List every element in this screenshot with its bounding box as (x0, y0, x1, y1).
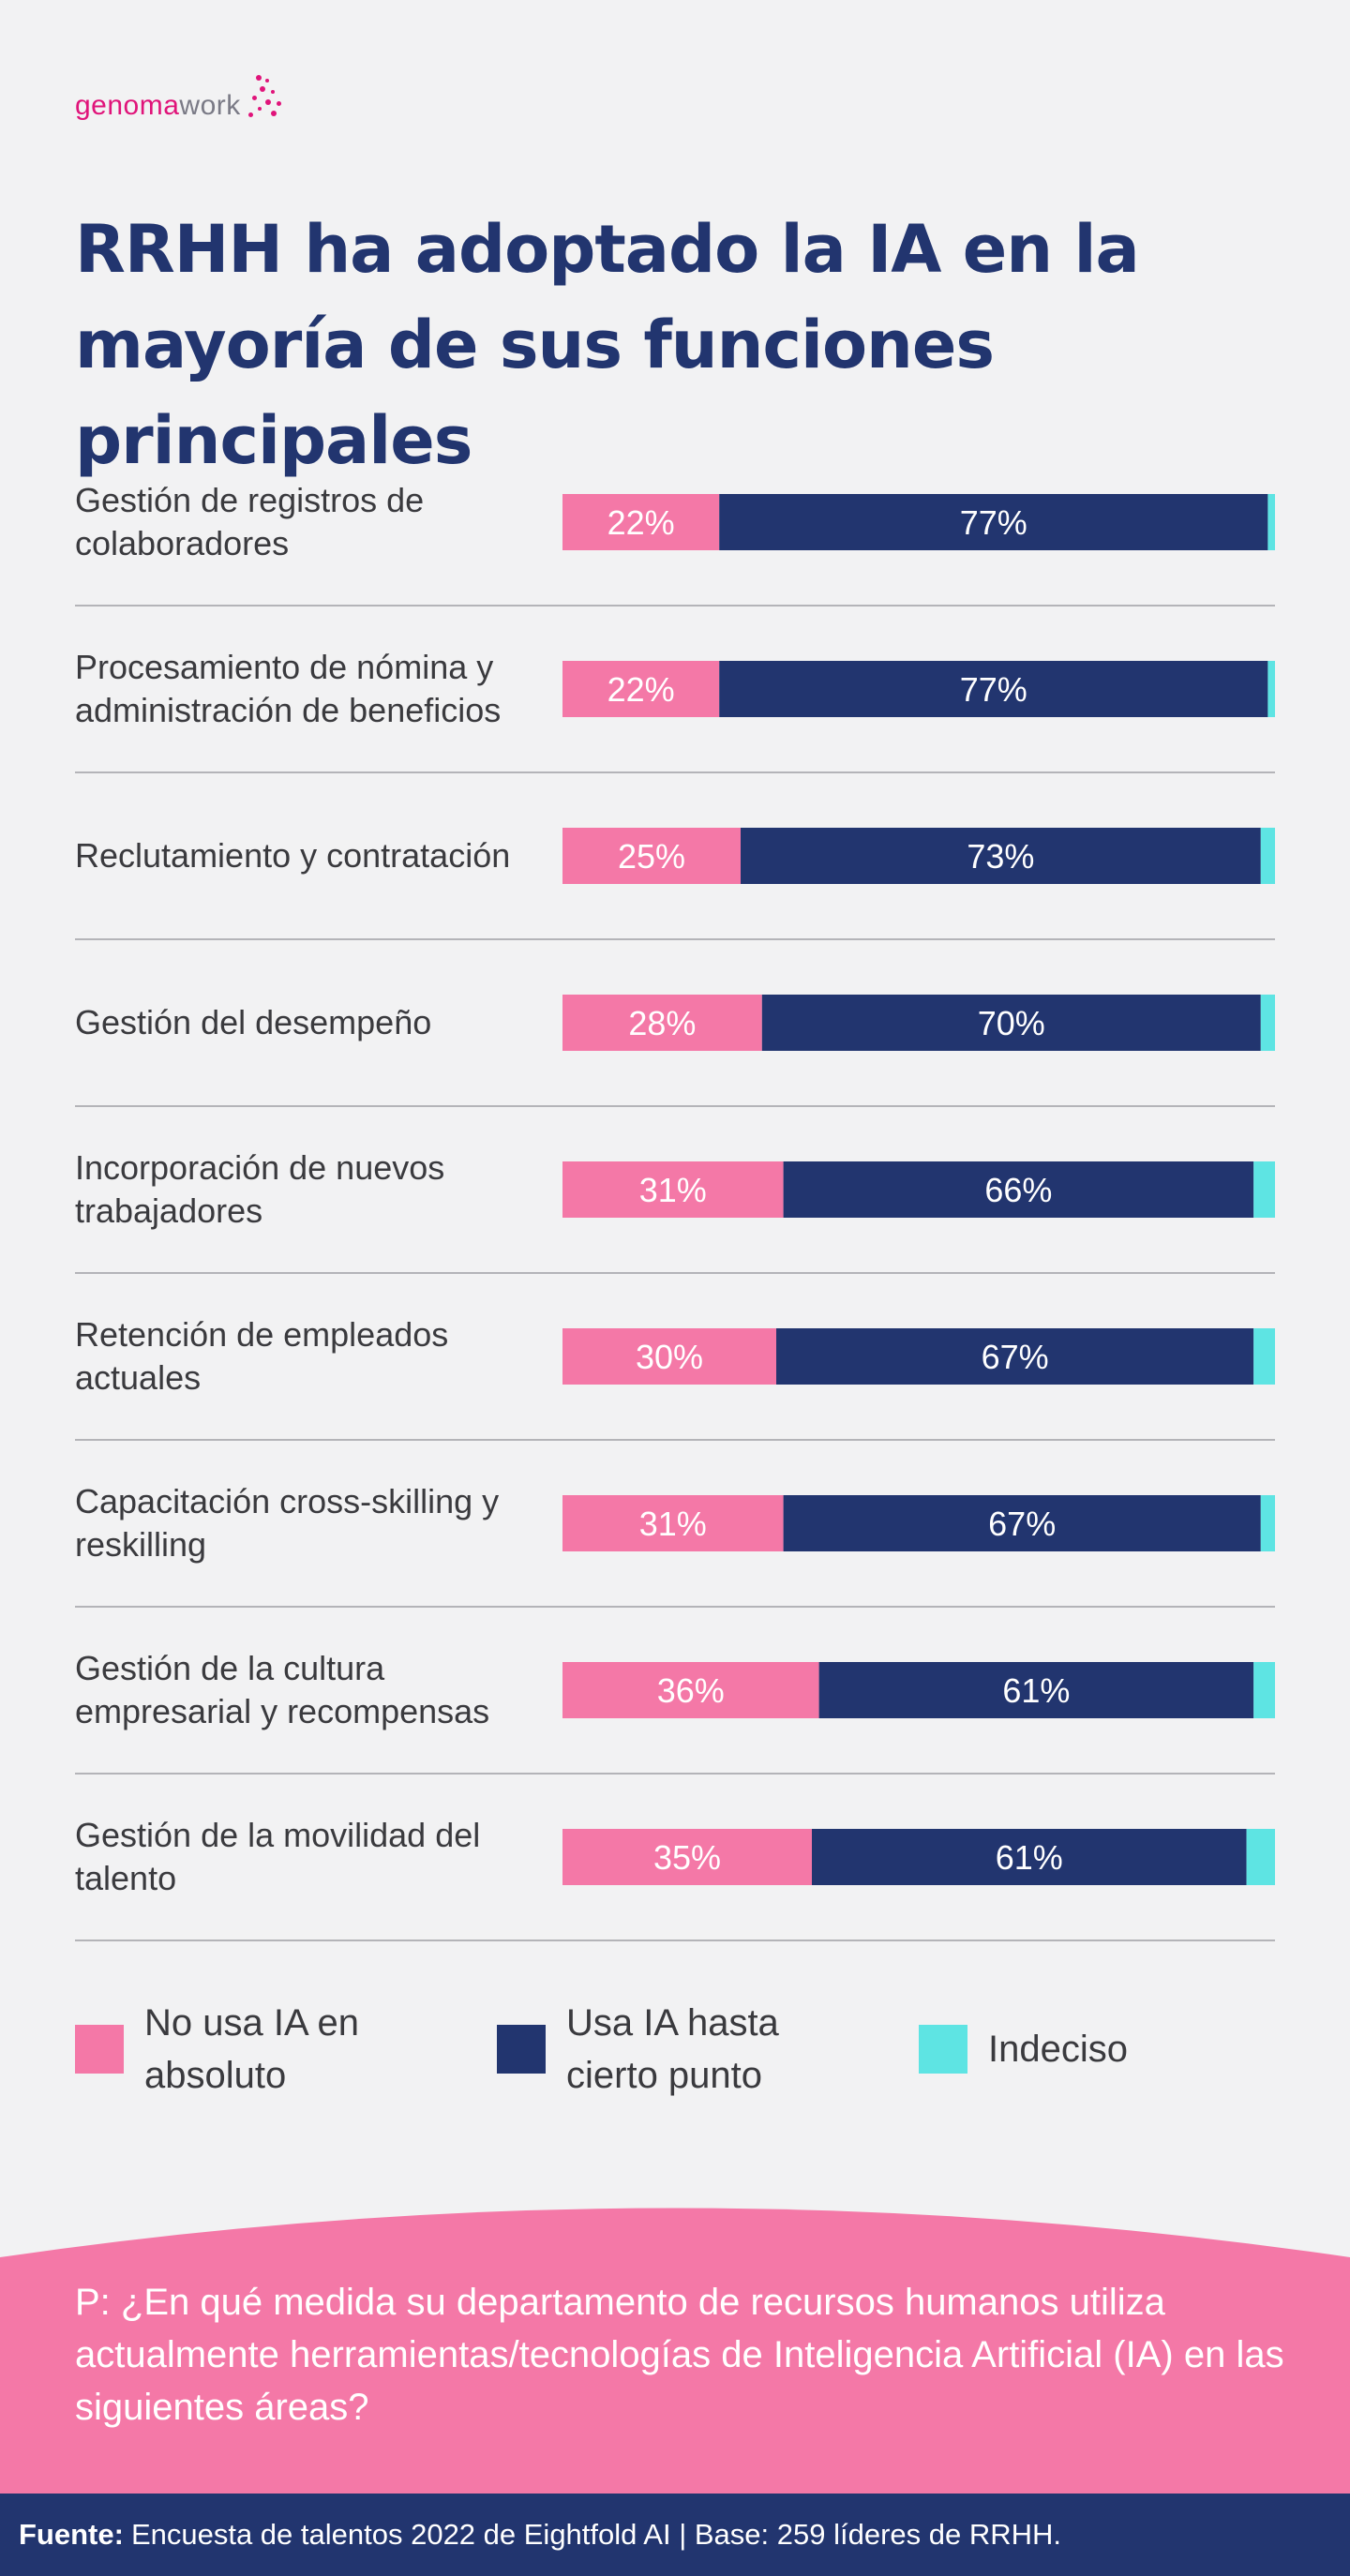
bar-segment-no-usa (562, 1662, 819, 1718)
data-label: 70% (978, 1004, 1045, 1042)
data-label: 77% (960, 670, 1028, 709)
category-label: Procesamiento de nómina y administración… (75, 648, 502, 729)
survey-question: P: ¿En qué medida su departamento de rec… (75, 2282, 1284, 2428)
bar-segment-usa (719, 661, 1268, 717)
bar-segment-no-usa (562, 1161, 784, 1218)
bar-segment-no-usa (562, 1328, 776, 1385)
category-label: Gestión de registros de colaboradores (75, 481, 425, 562)
legend-swatch (75, 2025, 124, 2074)
source-label: Fuente: (19, 2518, 124, 2551)
data-label: 25% (618, 837, 685, 876)
logo-dots-icon (243, 73, 284, 122)
data-label: 30% (636, 1338, 703, 1376)
legend-item: Usa IA hasta cierto punto (497, 1995, 779, 2104)
bar-segment-indeciso (1260, 1495, 1275, 1551)
bar-segment-usa (741, 828, 1261, 884)
category-label: Gestión de la movilidad del talento (75, 1816, 481, 1897)
category-label: Incorporación de nuevos trabajadores (75, 1148, 445, 1230)
legend-swatch (497, 2025, 546, 2074)
logo-main: genoma (75, 90, 180, 121)
legend-item: Indeciso (919, 1995, 1128, 2104)
bar-segment-usa (719, 494, 1268, 550)
data-label: 31% (639, 1171, 707, 1209)
data-label: 67% (982, 1338, 1049, 1376)
category-label: Reclutamiento y contratación (75, 836, 511, 875)
source-bar: Fuente: Encuesta de talentos 2022 de Eig… (0, 2494, 1350, 2576)
source-text: Encuesta de talentos 2022 de Eightfold A… (130, 2518, 1061, 2551)
logo-text: genomawork (75, 90, 241, 122)
page-title: RRHH ha adoptado la IA en la mayoría de … (75, 211, 1140, 479)
bar-segment-no-usa (562, 1495, 784, 1551)
data-label: 35% (653, 1838, 721, 1877)
bar-segment-indeciso (1253, 1328, 1275, 1385)
legend-label: Indeciso (988, 2029, 1128, 2070)
category-label: Gestión de la cultura empresarial y reco… (75, 1649, 490, 1730)
bar-segment-no-usa (562, 494, 720, 550)
question-background (0, 2208, 1350, 2576)
bar-segment-usa (776, 1328, 1254, 1385)
legend-swatch (919, 2025, 968, 2074)
bar-segment-usa (812, 1829, 1247, 1885)
data-label: 73% (967, 837, 1034, 876)
data-label: 31% (639, 1505, 707, 1543)
data-label: 77% (960, 503, 1028, 542)
bar-segment-no-usa (562, 1829, 812, 1885)
bar-segment-no-usa (562, 661, 720, 717)
bar-segment-indeciso (1268, 494, 1275, 550)
stacked-bar-chart: 22% 77% 22% 77% 25% 73% 28% 70% 31% 66% 30% 67% 31% 6… (75, 494, 1275, 1941)
data-label: 67% (988, 1505, 1056, 1543)
bar-segment-usa (761, 995, 1261, 1051)
data-label: 22% (608, 503, 675, 542)
bar-segment-usa (783, 1495, 1261, 1551)
pink-curved-panel (0, 2208, 1350, 2576)
data-label: 36% (657, 1671, 725, 1710)
genomawork-logo: genomawork (75, 66, 284, 122)
bar-segment-usa (783, 1161, 1254, 1218)
bar-segment-indeciso (1253, 1662, 1275, 1718)
data-label: 22% (608, 670, 675, 709)
data-label: 61% (1002, 1671, 1070, 1710)
bar-segment-no-usa (562, 995, 762, 1051)
data-label: 66% (984, 1171, 1052, 1209)
bar-segment-indeciso (1246, 1829, 1275, 1885)
legend-label: Usa IA hasta cierto punto (566, 2002, 779, 2096)
legend-item: No usa IA en absoluto (75, 1995, 359, 2104)
category-label: Gestión del desempeño (75, 1003, 432, 1041)
category-label: Retención de empleados actuales (75, 1315, 449, 1397)
bar-segment-indeciso (1260, 995, 1275, 1051)
data-label: 28% (628, 1004, 696, 1042)
bar-segment-indeciso (1268, 661, 1275, 717)
bar-segment-indeciso (1260, 828, 1275, 884)
legend-label: No usa IA en absoluto (144, 2002, 360, 2096)
logo-accent: work (179, 90, 241, 121)
category-label: Capacitación cross-skilling y reskilling (75, 1482, 500, 1564)
bar-segment-usa (818, 1662, 1254, 1718)
bar-segment-no-usa (562, 828, 741, 884)
bar-segment-indeciso (1253, 1161, 1275, 1218)
data-label: 61% (996, 1838, 1063, 1877)
